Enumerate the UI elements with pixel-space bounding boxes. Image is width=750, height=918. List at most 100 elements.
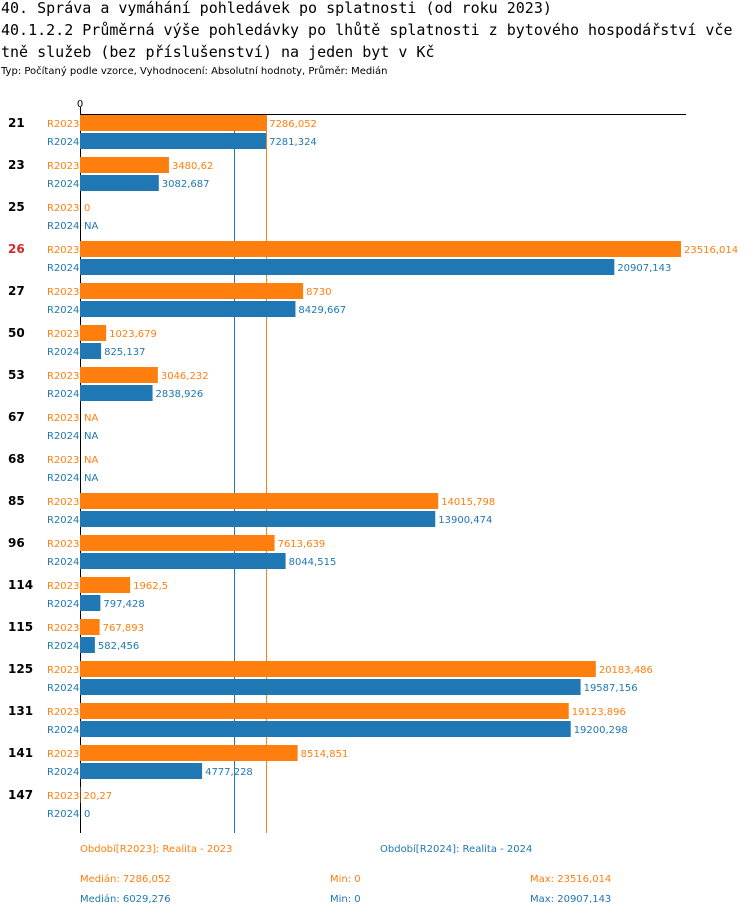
- series-row-label: R2024: [47, 641, 79, 652]
- bar-value-label: 767,893: [103, 623, 144, 634]
- bar-r2024: [80, 301, 296, 317]
- series-row-label: R2023: [47, 665, 79, 676]
- bar-value-label: NA: [84, 413, 98, 424]
- category-label: 131: [8, 704, 33, 718]
- series-row-label: R2024: [47, 137, 79, 148]
- bar-r2023: [80, 283, 304, 299]
- series-row-label: R2023: [47, 203, 79, 214]
- category-label: 147: [8, 788, 33, 802]
- series-row-label: R2023: [47, 329, 79, 340]
- series-row-label: R2024: [47, 305, 79, 316]
- bar-value-label: NA: [84, 431, 98, 442]
- bar-value-label: 7281,324: [269, 137, 317, 148]
- bar-r2024: [80, 385, 153, 401]
- category-label: 53: [8, 368, 25, 382]
- bar-value-label: 1962,5: [133, 581, 168, 592]
- bar-r2023: [80, 745, 298, 761]
- series-row-label: R2023: [47, 413, 79, 424]
- bar-r2024: [80, 595, 101, 611]
- bar-r2023: [80, 703, 569, 719]
- category-label: 23: [8, 158, 25, 172]
- series-row-label: R2023: [47, 455, 79, 466]
- stat-max-r2024: Max: 20907,143: [530, 894, 612, 905]
- series-row-label: R2024: [47, 683, 79, 694]
- category-label: 141: [8, 746, 33, 760]
- stat-median-r2023: Medián: 7286,052: [80, 874, 171, 885]
- category-label: 96: [8, 536, 25, 550]
- series-row-label: R2024: [47, 725, 79, 736]
- series-row-label: R2024: [47, 767, 79, 778]
- bar-r2023: [80, 535, 275, 551]
- bar-value-label: 19123,896: [572, 707, 626, 718]
- bar-r2023: [80, 115, 267, 131]
- bar-value-label: 1023,679: [109, 329, 157, 340]
- series-row-label: R2024: [47, 347, 79, 358]
- category-label: 50: [8, 326, 25, 340]
- bar-value-label: 19587,156: [584, 683, 638, 694]
- series-row-label: R2023: [47, 581, 79, 592]
- series-row-label: R2024: [47, 473, 79, 484]
- x-axis-tick-label: 0: [77, 99, 83, 110]
- category-label: 68: [8, 452, 25, 466]
- category-label: 114: [8, 578, 33, 592]
- bar-value-label: 2838,926: [156, 389, 204, 400]
- series-row-label: R2024: [47, 431, 79, 442]
- bar-r2024: [80, 133, 267, 149]
- bar-r2023: [80, 325, 107, 341]
- category-label: 25: [8, 200, 25, 214]
- category-label: 21: [8, 116, 25, 130]
- bar-r2023: [80, 661, 596, 677]
- series-row-label: R2023: [47, 539, 79, 550]
- stat-median-r2024: Medián: 6029,276: [80, 894, 171, 905]
- bar-value-label: 8514,851: [301, 749, 349, 760]
- bar-value-label: 3480,62: [172, 161, 213, 172]
- bar-value-label: NA: [84, 455, 98, 466]
- series-row-label: R2024: [47, 557, 79, 568]
- bar-value-label: 8730: [306, 287, 331, 298]
- bar-r2023: [80, 157, 169, 173]
- series-row-label: R2023: [47, 119, 79, 130]
- series-row-label: R2024: [47, 515, 79, 526]
- series-row-label: R2024: [47, 389, 79, 400]
- bar-value-label: 3046,232: [161, 371, 209, 382]
- series-row-label: R2023: [47, 707, 79, 718]
- series-row-label: R2024: [47, 809, 79, 820]
- bar-r2024: [80, 511, 436, 527]
- chart-title-line-1: 40. Správa a vymáhání pohledávek po spla…: [1, 0, 552, 17]
- category-label: 26: [8, 242, 25, 256]
- series-row-label: R2023: [47, 791, 79, 802]
- bar-r2024: [80, 175, 159, 191]
- series-row-label: R2024: [47, 221, 79, 232]
- category-label: 115: [8, 620, 33, 634]
- bar-value-label: 8429,667: [298, 305, 346, 316]
- category-label: 27: [8, 284, 25, 298]
- chart-title-line-2: 40.1.2.2 Průměrná výše pohledávky po lhů…: [1, 21, 733, 39]
- series-row-label: R2023: [47, 245, 79, 256]
- bar-value-label: 23516,014: [684, 245, 738, 256]
- legend-r2024: Období[R2024]: Realita - 2024: [380, 844, 533, 855]
- bar-r2024: [80, 721, 571, 737]
- bar-value-label: NA: [84, 473, 98, 484]
- bar-r2023: [80, 367, 158, 383]
- bar-r2024: [80, 259, 615, 275]
- bar-value-label: 4777,228: [205, 767, 253, 778]
- bar-r2023: [80, 493, 439, 509]
- category-label: 67: [8, 410, 25, 424]
- bar-r2023: [80, 577, 131, 593]
- legend-r2023: Období[R2023]: Realita - 2023: [80, 844, 233, 855]
- bar-value-label: 20907,143: [617, 263, 671, 274]
- bar-value-label: 582,456: [98, 641, 139, 652]
- bar-value-label: 20183,486: [599, 665, 653, 676]
- category-label: 125: [8, 662, 33, 676]
- chart-title-line-3: tně služeb (bez příslušenství) na jeden …: [1, 43, 435, 61]
- bar-value-label: NA: [84, 221, 98, 232]
- bar-value-label: 3082,687: [162, 179, 210, 190]
- bar-value-label: 20,27: [84, 791, 113, 802]
- series-row-label: R2023: [47, 371, 79, 382]
- bar-value-label: 0: [84, 203, 90, 214]
- bar-value-label: 7286,052: [269, 119, 317, 130]
- bar-r2024: [80, 553, 286, 569]
- bar-r2023: [80, 787, 81, 803]
- series-row-label: R2023: [47, 623, 79, 634]
- stat-max-r2023: Max: 23516,014: [530, 874, 612, 885]
